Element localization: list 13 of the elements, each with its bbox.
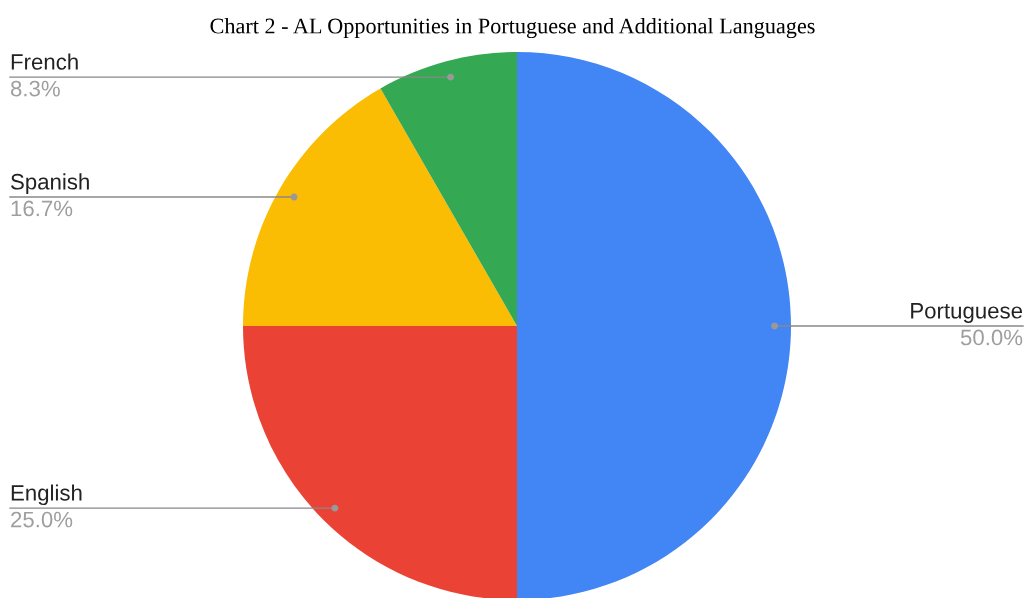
data-label: 50.0% <box>960 329 1023 346</box>
slice-label: French <box>11 53 78 70</box>
slice-label: English <box>11 484 82 506</box>
data-label: 8.3% <box>10 80 60 97</box>
pie-slice <box>243 326 517 598</box>
data-label: 16.7% <box>11 200 73 217</box>
chart-title: Chart 2 - AL Opportunities in Portuguese and Additional Languages <box>210 17 815 39</box>
pie-slice <box>243 88 517 326</box>
pie-slice <box>380 52 517 326</box>
pie-slice <box>517 52 791 598</box>
slice-label: Portuguese <box>911 303 1023 323</box>
data-label: 25.0% <box>11 511 73 528</box>
slice-label: Spanish <box>11 173 89 194</box>
